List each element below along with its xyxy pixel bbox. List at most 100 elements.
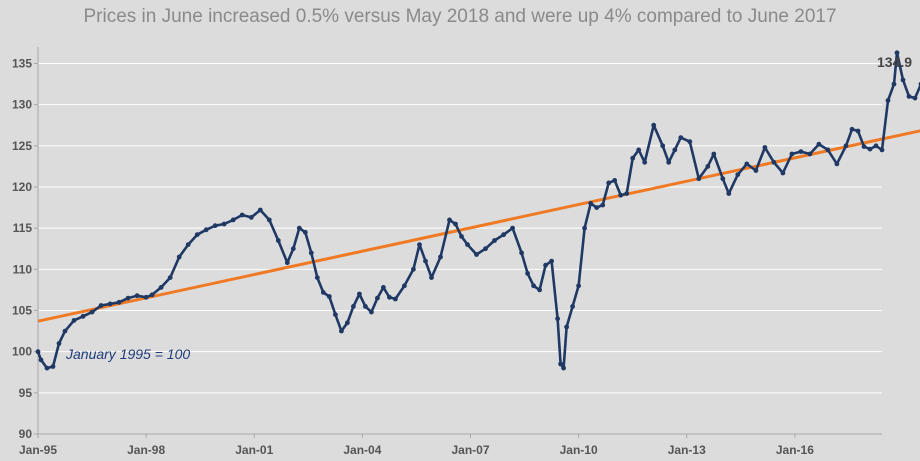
- data-point-11: [116, 299, 122, 305]
- data-point-22: [212, 223, 218, 229]
- data-point-26: [248, 215, 254, 220]
- data-point-66: [531, 283, 536, 289]
- gridlines: [34, 62, 882, 438]
- data-point-53: [429, 275, 434, 280]
- data-point-33: [302, 229, 308, 235]
- x-tick-label-Jan-10: Jan-10: [560, 443, 598, 457]
- data-point-113: [861, 144, 867, 150]
- data-point-117: [885, 98, 891, 103]
- data-point-77: [588, 201, 594, 206]
- data-point-92: [687, 139, 693, 145]
- data-point-76: [582, 225, 587, 231]
- data-point-108: [825, 147, 831, 153]
- data-point-75: [576, 283, 581, 289]
- data-point-44: [369, 309, 374, 315]
- data-point-48: [393, 296, 398, 302]
- data-point-121: [906, 94, 912, 99]
- data-point-84: [630, 155, 636, 161]
- data-point-87: [651, 122, 657, 128]
- data-point-47: [387, 294, 392, 300]
- data-point-40: [345, 320, 350, 326]
- data-point-6: [71, 318, 77, 323]
- data-point-51: [417, 242, 422, 248]
- data-point-55: [447, 217, 452, 223]
- data-point-8: [89, 309, 95, 315]
- x-tick-labels: Jan-95 Jan-98 Jan-01 Jan-04 Jan-07 Jan-10 Jan-…: [19, 443, 814, 457]
- x-tick-label-Jan-01: Jan-01: [235, 443, 273, 457]
- data-point-82: [618, 192, 624, 198]
- data-point-102: [771, 159, 777, 165]
- data-point-64: [519, 250, 524, 256]
- data-point-116: [879, 147, 885, 153]
- y-tick-label-110: 110: [13, 262, 33, 276]
- x-tick-label-Jan-98: Jan-98: [127, 443, 165, 457]
- trend-line: [37, 129, 920, 323]
- data-point-56: [453, 221, 458, 227]
- data-point-16: [158, 285, 164, 290]
- data-point-122: [912, 95, 918, 101]
- data-point-39: [339, 328, 344, 334]
- data-point-17: [167, 275, 173, 280]
- data-point-100: [753, 168, 759, 173]
- data-point-96: [720, 176, 726, 182]
- data-point-1: [38, 357, 44, 363]
- data-point-63: [510, 225, 515, 231]
- x-tick-label-Jan-07: Jan-07: [451, 443, 489, 457]
- y-tick-label-130: 130: [12, 98, 32, 112]
- data-point-49: [402, 283, 407, 289]
- data-point-12: [125, 295, 131, 301]
- data-point-71: [558, 361, 563, 367]
- y-tick-label-115: 115: [13, 221, 33, 235]
- data-point-105: [798, 149, 804, 155]
- data-point-94: [705, 164, 711, 169]
- data-point-81: [612, 178, 618, 183]
- data-point-24: [230, 217, 236, 223]
- data-point-57: [459, 234, 464, 239]
- data-point-29: [275, 238, 281, 243]
- data-point-118: [891, 81, 897, 87]
- data-point-120: [900, 77, 906, 83]
- data-point-52: [423, 258, 428, 264]
- data-point-65: [525, 271, 530, 276]
- data-point-45: [375, 295, 380, 301]
- data-point-112: [855, 128, 861, 134]
- data-point-103: [780, 170, 786, 176]
- data-point-23: [221, 221, 227, 227]
- y-tick-labels: 90 95 100 105 110 115 120 125 130 135: [12, 56, 32, 441]
- data-point-59: [474, 252, 479, 257]
- data-point-101: [762, 145, 768, 150]
- chart-title: Prices in June increased 0.5% versus May…: [83, 6, 837, 27]
- data-point-119: [894, 50, 900, 56]
- data-point-20: [194, 232, 200, 238]
- data-point-27: [257, 207, 263, 213]
- data-point-111: [849, 126, 855, 132]
- data-point-95: [711, 151, 717, 157]
- data-point-73: [564, 324, 569, 330]
- y-tick-label-105: 105: [12, 303, 32, 317]
- data-point-19: [185, 242, 191, 248]
- data-point-36: [320, 290, 326, 295]
- data-point-13: [134, 293, 140, 299]
- data-point-68: [543, 262, 548, 268]
- data-point-85: [636, 147, 642, 153]
- x-tick-label-Jan-95: Jan-95: [19, 443, 57, 457]
- price-index-series-layer: [35, 50, 920, 371]
- data-point-38: [333, 312, 338, 317]
- data-point-37: [326, 294, 332, 299]
- data-point-86: [642, 159, 648, 165]
- data-point-70: [555, 316, 560, 322]
- data-point-67: [537, 287, 542, 293]
- x-tick-label-Jan-13: Jan-13: [668, 443, 706, 457]
- data-point-15: [149, 292, 155, 298]
- data-point-58: [465, 242, 470, 248]
- data-point-54: [438, 254, 443, 260]
- x-tick-label-Jan-16: Jan-16: [776, 443, 814, 457]
- data-point-25: [239, 212, 245, 218]
- data-point-106: [807, 151, 813, 157]
- data-point-0: [35, 349, 41, 355]
- end-value-label: 134.9: [877, 54, 912, 70]
- data-point-79: [600, 202, 606, 208]
- data-point-93: [696, 176, 702, 182]
- data-point-43: [363, 304, 368, 309]
